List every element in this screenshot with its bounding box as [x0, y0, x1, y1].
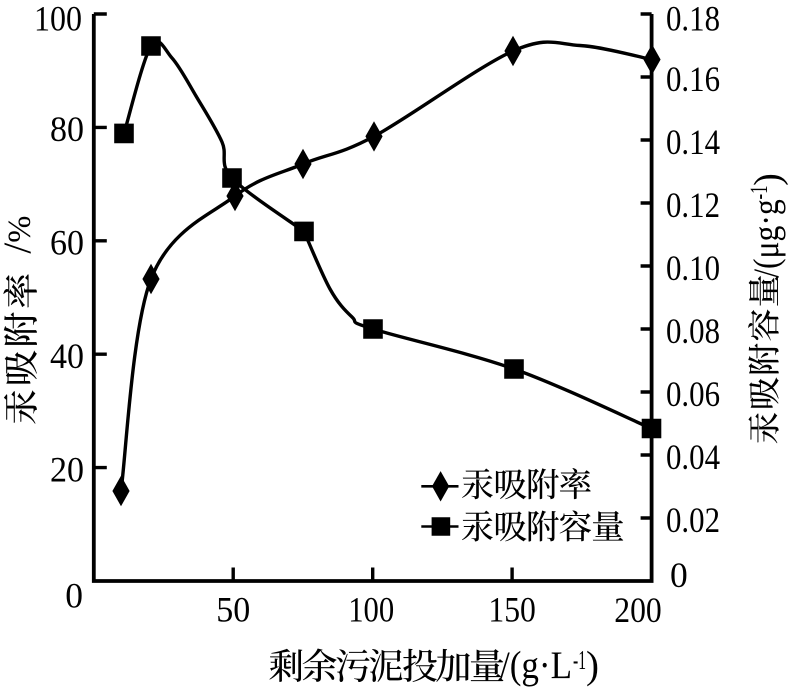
svg-text:0.18: 0.18 — [666, 0, 720, 38]
svg-text:): ) — [747, 173, 789, 186]
svg-text:0.04: 0.04 — [666, 437, 720, 477]
svg-text:150: 150 — [488, 589, 536, 629]
svg-text:0: 0 — [65, 575, 83, 615]
svg-text:200: 200 — [614, 590, 662, 630]
svg-text:20: 20 — [50, 449, 84, 489]
svg-text:100: 100 — [348, 589, 394, 629]
svg-text:): ) — [586, 644, 599, 687]
svg-text:0.06: 0.06 — [666, 374, 720, 414]
svg-text:50: 50 — [216, 589, 250, 629]
svg-text:0.16: 0.16 — [666, 59, 720, 99]
svg-text:/(g·L: /(g·L — [500, 644, 572, 687]
svg-text:0.08: 0.08 — [666, 311, 720, 351]
svg-text:100: 100 — [34, 0, 82, 38]
svg-text:60: 60 — [50, 223, 84, 263]
svg-text:0.12: 0.12 — [666, 185, 720, 225]
svg-text:0.10: 0.10 — [666, 248, 720, 288]
svg-text:0.14: 0.14 — [666, 122, 720, 162]
svg-text:-1: -1 — [573, 645, 586, 675]
svg-text:40: 40 — [50, 336, 84, 376]
svg-text:0: 0 — [670, 555, 688, 595]
svg-text:-1: -1 — [746, 186, 773, 200]
svg-text:/%: /% — [0, 216, 39, 254]
svg-text:/(μg·g: /(μg·g — [746, 199, 786, 277]
svg-text:80: 80 — [50, 109, 84, 149]
svg-text:0.02: 0.02 — [666, 500, 720, 540]
